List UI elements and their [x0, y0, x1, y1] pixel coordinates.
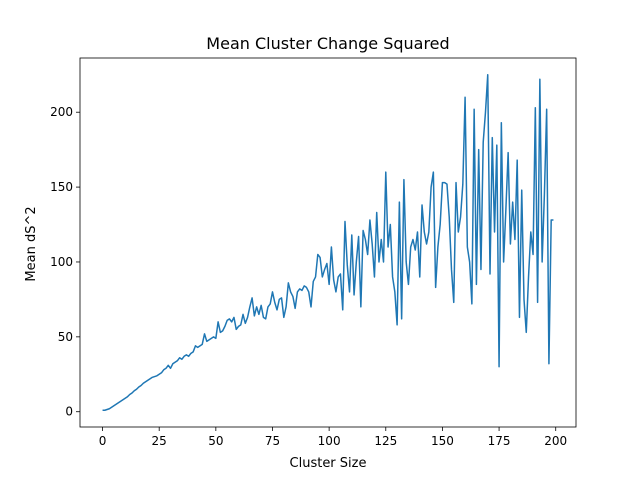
- y-axis-label: Mean dS^2: [24, 206, 39, 281]
- x-tick-label: 125: [374, 434, 397, 448]
- x-tick-label: 50: [208, 434, 223, 448]
- x-tick-label: 100: [318, 434, 341, 448]
- axes-frame: [79, 57, 577, 428]
- plot-area: [102, 74, 554, 411]
- x-tick-label: 0: [99, 434, 107, 448]
- x-tick-label: 175: [488, 434, 511, 448]
- y-tick-label: 0: [65, 405, 73, 419]
- x-tick-label: 200: [544, 434, 567, 448]
- data-line: [102, 74, 554, 411]
- y-tick-label: 150: [50, 180, 73, 194]
- x-tick-label: 75: [265, 434, 280, 448]
- y-tick-label: 50: [58, 330, 73, 344]
- chart-title: Mean Cluster Change Squared: [206, 34, 449, 53]
- x-tick-label: 25: [152, 434, 167, 448]
- x-tick-label: 150: [431, 434, 454, 448]
- x-axis-label: Cluster Size: [290, 456, 367, 471]
- y-tick-label: 100: [50, 255, 73, 269]
- y-tick-label: 200: [50, 105, 73, 119]
